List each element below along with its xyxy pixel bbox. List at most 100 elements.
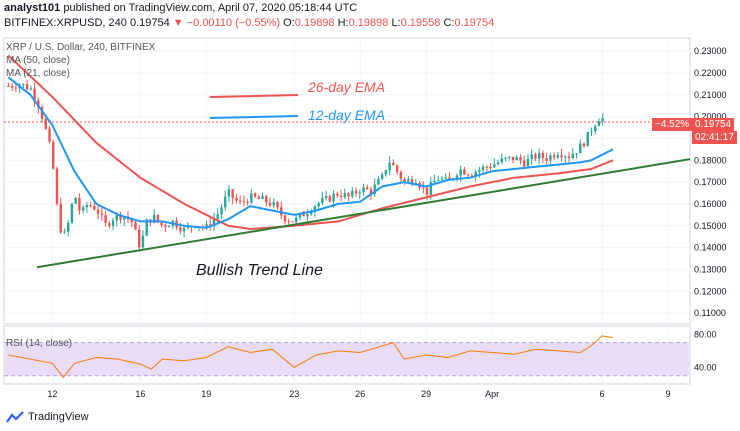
main-pane[interactable] bbox=[3, 37, 691, 325]
candle-body bbox=[283, 215, 287, 222]
time-tick-label: 26 bbox=[355, 389, 365, 399]
candle-body bbox=[257, 196, 261, 199]
tradingview-icon bbox=[6, 410, 24, 424]
candle-body bbox=[160, 221, 163, 226]
candle-body bbox=[429, 182, 432, 195]
candle-body bbox=[59, 203, 62, 233]
candle-body bbox=[25, 84, 29, 90]
countdown-tag: 02:41:17 bbox=[692, 131, 737, 144]
candle-body bbox=[138, 229, 141, 248]
candle-body bbox=[373, 184, 376, 194]
candle-body bbox=[523, 160, 526, 167]
candle-body bbox=[493, 164, 496, 168]
price-tick-label: 0.14000 bbox=[694, 243, 727, 253]
candle-body bbox=[579, 143, 582, 154]
candle-body bbox=[339, 195, 343, 198]
candle-body bbox=[586, 131, 589, 147]
author-name[interactable]: analyst101 bbox=[4, 2, 61, 14]
price-change: −0.00110 (−0.55%) bbox=[186, 17, 281, 29]
candle-body bbox=[343, 193, 347, 198]
candle-body bbox=[261, 196, 264, 199]
candle-body bbox=[48, 128, 51, 142]
high-label: H: bbox=[337, 17, 349, 29]
ma50-legend[interactable]: MA (50, close) bbox=[6, 55, 70, 66]
candle-body bbox=[332, 193, 335, 202]
candle-body bbox=[78, 197, 81, 211]
candle-body bbox=[481, 166, 485, 171]
candle-body bbox=[474, 171, 477, 177]
candle-body bbox=[552, 155, 556, 158]
rsi-legend[interactable]: RSI (14, close) bbox=[6, 338, 73, 349]
candle-body bbox=[44, 119, 47, 129]
ma21-legend[interactable]: MA (21, close) bbox=[6, 68, 70, 79]
candle-body bbox=[500, 158, 503, 163]
trend-line-label: Bullish Trend Line bbox=[196, 262, 323, 279]
candle-body bbox=[167, 226, 171, 228]
candle-body bbox=[272, 202, 275, 206]
candle-body bbox=[238, 200, 242, 202]
candle-body bbox=[433, 180, 436, 183]
price-tick-label: 0.21000 bbox=[694, 90, 727, 100]
candle-body bbox=[10, 86, 14, 88]
rsi-tick-label: 40.00 bbox=[694, 362, 717, 372]
candle-body bbox=[530, 154, 533, 159]
candle-body bbox=[571, 153, 575, 159]
candle-body bbox=[156, 214, 160, 222]
ema12-legend-line bbox=[209, 115, 299, 119]
candle-body bbox=[317, 203, 320, 207]
candle-body bbox=[489, 167, 492, 169]
candle-body bbox=[395, 165, 399, 172]
time-tick-label: 12 bbox=[47, 389, 57, 399]
publish-line: analyst101 published on TradingView.com,… bbox=[4, 2, 357, 14]
publish-info: published on TradingView.com, April 07, … bbox=[63, 2, 358, 14]
rsi-tick-label: 80.00 bbox=[694, 329, 717, 339]
candle-body bbox=[309, 212, 313, 215]
candle-body bbox=[119, 214, 122, 220]
high-value: 0.19898 bbox=[348, 17, 389, 29]
candle-body bbox=[227, 189, 231, 197]
candle-body bbox=[496, 162, 500, 165]
candle-body bbox=[295, 217, 298, 223]
candle-body bbox=[388, 162, 391, 171]
open-label: O: bbox=[283, 17, 295, 29]
symbol-legend[interactable]: XRP / U.S. Dollar, 240, BITFINEX bbox=[6, 42, 156, 53]
candle-body bbox=[70, 203, 74, 223]
candle-body bbox=[134, 222, 137, 230]
candle-body bbox=[541, 152, 545, 158]
candle-body bbox=[298, 213, 302, 218]
candle-body bbox=[40, 107, 44, 120]
time-tick-label: Apr bbox=[485, 389, 499, 399]
low-value: 0.19558 bbox=[400, 17, 441, 29]
candle-body bbox=[85, 205, 89, 208]
candle-body bbox=[347, 193, 350, 197]
tradingview-logo[interactable]: TradingView bbox=[6, 410, 89, 424]
price-tick-label: 0.15000 bbox=[694, 221, 727, 231]
candle-body bbox=[403, 178, 406, 182]
candle-body bbox=[108, 223, 111, 226]
candle-body bbox=[145, 219, 148, 236]
candle-body bbox=[321, 198, 324, 204]
candle-body bbox=[265, 196, 268, 203]
last-price: 0.19754 bbox=[129, 17, 170, 29]
candle-body bbox=[594, 126, 597, 132]
candle-body bbox=[358, 192, 361, 194]
candle-body bbox=[590, 131, 593, 133]
candle-body bbox=[392, 162, 395, 166]
candle-body bbox=[164, 225, 167, 227]
candle-body bbox=[485, 166, 489, 168]
candle-body bbox=[205, 224, 208, 228]
ema12-label: 12-day EMA bbox=[308, 107, 385, 123]
candle-body bbox=[14, 87, 18, 89]
candle-body bbox=[52, 141, 55, 169]
candle-body bbox=[123, 216, 126, 220]
close-label: C: bbox=[443, 17, 455, 29]
candle-body bbox=[104, 215, 107, 224]
candle-body bbox=[93, 205, 96, 210]
rsi-band bbox=[5, 342, 689, 376]
candle-body bbox=[425, 187, 429, 195]
candle-body bbox=[291, 221, 294, 223]
candle-body bbox=[306, 214, 309, 217]
down-arrow-icon: ▼ bbox=[172, 17, 184, 29]
candle-body bbox=[549, 155, 552, 161]
